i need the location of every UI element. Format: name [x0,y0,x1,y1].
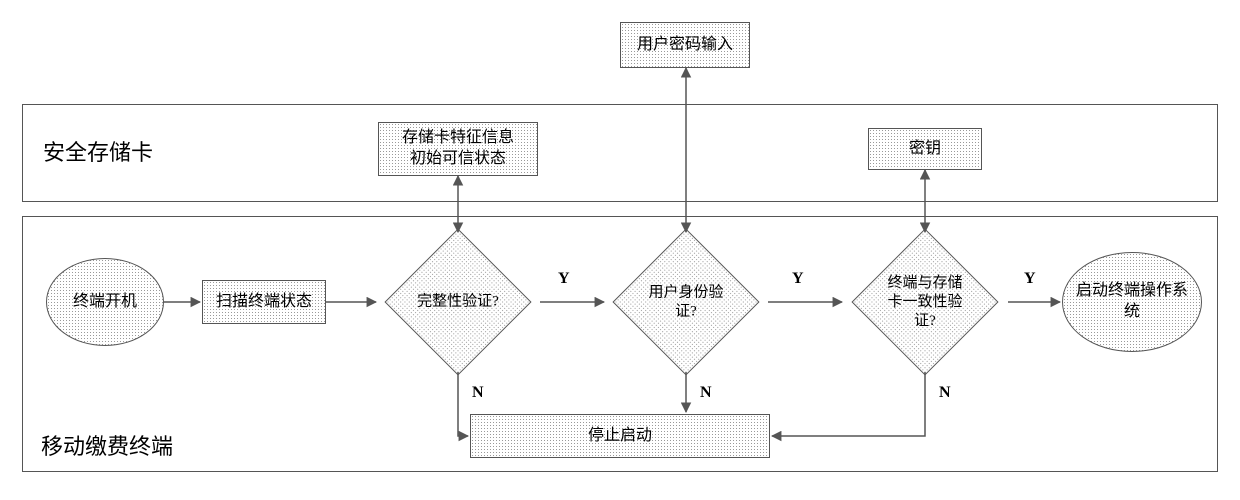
edge-label: Y [792,270,804,288]
diamond-shape [384,228,531,375]
node-power-on-label: 终端开机 [73,292,137,313]
edge-label: Y [558,270,570,288]
container-terminal-label: 移动缴费终端 [37,427,177,463]
node-card-feature: 存储卡特征信息 初始可信状态 [378,122,538,176]
node-stop: 停止启动 [470,414,770,458]
node-start-os-label: 启动终端操作系统 [1069,281,1195,323]
container-secure-card: 安全存储卡 [22,104,1218,202]
node-scan-state: 扫描终端状态 [202,280,326,324]
node-user-password-input: 用户密码输入 [620,22,750,68]
node-integrity-check: 完整性验证? [376,232,540,372]
edge-label: N [472,384,484,402]
node-user-password-input-label: 用户密码输入 [637,35,733,56]
container-secure-card-label: 安全存储卡 [39,133,157,169]
edge-label: N [939,384,951,402]
node-card-feature-label: 存储卡特征信息 初始可信状态 [402,128,514,170]
node-key: 密钥 [868,128,982,170]
diamond-shape [851,228,998,375]
node-consistency-check: 终端与存储 卡一致性验 证? [842,232,1008,372]
node-identity-check: 用户身份验 证? [604,232,768,372]
edge-label: N [700,384,712,402]
edge-label: Y [1024,270,1036,288]
node-power-on: 终端开机 [46,258,164,346]
diamond-shape [612,228,759,375]
node-stop-label: 停止启动 [588,426,652,447]
node-scan-state-label: 扫描终端状态 [216,292,312,313]
node-start-os: 启动终端操作系统 [1062,252,1202,352]
node-key-label: 密钥 [909,139,941,160]
